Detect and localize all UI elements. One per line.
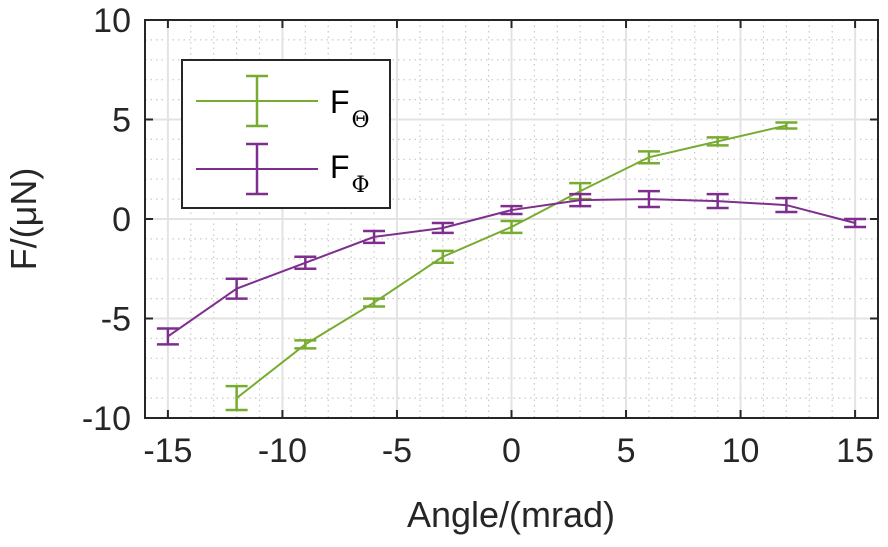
errorbar-point	[500, 219, 523, 235]
errorbar-point	[500, 204, 523, 216]
y-tick-label: -10	[82, 400, 131, 438]
x-tick-label: 0	[502, 432, 521, 470]
legend-label-f-theta: FΘ	[330, 84, 370, 133]
y-tick-label: 0	[112, 201, 131, 239]
errorbar-point	[637, 150, 660, 165]
legend-label-sub-f-theta: Θ	[352, 108, 370, 133]
series-f-phi	[156, 189, 867, 346]
errorbar-point	[637, 189, 660, 209]
x-tick-label: -10	[258, 432, 307, 470]
errorbar-point	[363, 297, 386, 308]
errorbar-point	[569, 192, 592, 208]
errorbar-point	[844, 217, 867, 229]
legend-label-main-f-phi: F	[330, 149, 350, 185]
y-axis-title: F/(μN)	[3, 168, 44, 271]
errorbar-point	[706, 192, 729, 210]
y-axis-tick-labels: -10 -5 0 5 10	[82, 2, 131, 438]
errorbar-point	[431, 249, 454, 265]
series-f-theta	[225, 121, 798, 412]
errorbar-point	[431, 221, 454, 235]
errorbar-point	[225, 384, 248, 412]
legend-entry-f-theta: FΘ	[196, 74, 370, 133]
x-tick-label: 15	[836, 432, 874, 470]
y-tick-label: -5	[101, 301, 131, 339]
x-axis-tick-labels: -15 -10 -5 0 5 10 15	[143, 432, 874, 470]
errorbar-point	[294, 339, 317, 350]
errorbar-point	[775, 121, 798, 130]
x-tick-label: -15	[143, 432, 192, 470]
legend-label-f-phi: FΦ	[330, 149, 370, 198]
errorbar-point	[706, 136, 729, 147]
x-axis-title: Angle/(mrad)	[407, 494, 615, 535]
y-tick-label: 5	[112, 102, 131, 140]
legend-entry-f-phi: FΦ	[196, 142, 370, 198]
legend: FΘ FΦ	[181, 59, 391, 209]
legend-label-main-f-theta: F	[330, 84, 350, 120]
y-tick-label: 10	[93, 2, 131, 40]
x-tick-label: 5	[617, 432, 636, 470]
legend-label-sub-f-phi: Φ	[352, 173, 370, 198]
errorbar-point	[156, 327, 179, 346]
x-tick-label: -5	[382, 432, 412, 470]
legend-box	[181, 59, 391, 209]
errorbar-point	[775, 196, 798, 214]
series-layer	[156, 121, 867, 412]
axis-ticks	[145, 19, 878, 419]
x-tick-label: 10	[722, 432, 760, 470]
errorbar-point	[363, 229, 386, 245]
errorbar-point	[225, 277, 248, 300]
errorbar-point	[294, 255, 317, 270]
